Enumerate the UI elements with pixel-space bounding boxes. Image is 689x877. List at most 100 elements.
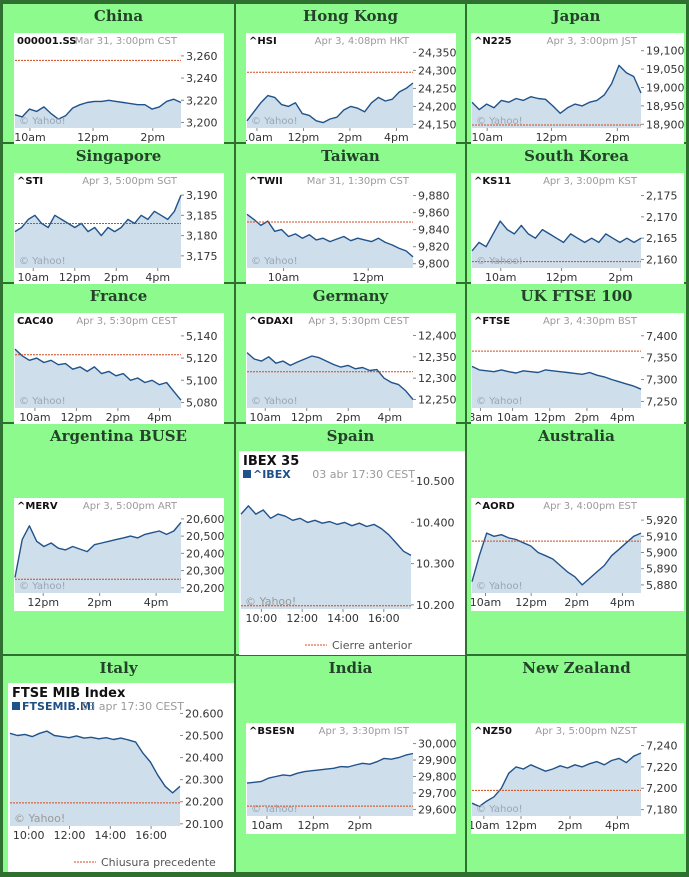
copyright-label: © Yahoo! xyxy=(245,595,296,608)
y-tick-label: 7,300 xyxy=(646,374,678,387)
region-title: South Korea xyxy=(524,147,629,165)
chart-svg: ^KS11 Apr 3, 3:00pm KST 2,175 2,170 2,165 2,1… xyxy=(471,173,684,286)
x-tick-label: 2pm xyxy=(564,596,589,609)
y-tick-label: 3,185 xyxy=(186,209,218,222)
chart-india[interactable]: ^BSESN Apr 3, 3:30pm IST 30,000 29,900 29,80… xyxy=(246,723,456,834)
x-tick-label: 10am xyxy=(251,819,282,832)
copyright-label: © Yahoo! xyxy=(476,581,523,592)
copyright-label: © Yahoo! xyxy=(251,116,298,127)
x-tick-label: 16:00 xyxy=(135,829,167,842)
chart-timestamp: Apr 3, 5:00pm SGT xyxy=(82,176,178,187)
series-line xyxy=(14,98,182,120)
y-tick-label: 3,220 xyxy=(186,94,218,107)
chart-france[interactable]: CAC40 Apr 3, 5:30pm CEST 5,140 5,120 5,100 5,… xyxy=(14,313,224,426)
x-tick-label: 2pm xyxy=(558,819,583,832)
chart-germany[interactable]: ^GDAXI Apr 3, 5:30pm CEST 12,400 12,350 12,3… xyxy=(246,313,456,426)
y-tick-label: 5,100 xyxy=(186,374,218,387)
series-line xyxy=(246,752,414,784)
chart-uk-ftse-100[interactable]: ^FTSE Apr 3, 4:30pm BST 7,400 7,350 7,300 7,2… xyxy=(471,313,684,426)
y-tick-label: 5,140 xyxy=(186,330,218,343)
y-tick-label: 5,910 xyxy=(646,530,678,543)
series-line xyxy=(240,505,412,557)
chart-timestamp: Apr 3, 3:30pm IST xyxy=(319,726,410,737)
legend-label: Chiusura precedente xyxy=(101,856,216,869)
copyright-label: © Yahoo! xyxy=(476,116,523,127)
cell-japan: Japan ^N225 Apr 3, 3:00pm JST 19,100 19,050 1… xyxy=(467,4,686,146)
chart-new-zealand[interactable]: ^NZ50 Apr 3, 5:00pm NZST 7,240 7,220 7,200 7,… xyxy=(471,723,684,834)
chart-italy[interactable]: FTSE MIB Index FTSEMIB.MI 03 apr 17:30 CES… xyxy=(8,683,234,872)
chart-south-korea[interactable]: ^KS11 Apr 3, 3:00pm KST 2,175 2,170 2,165 2,1… xyxy=(471,173,684,286)
x-tick-label: 12pm xyxy=(505,819,537,832)
chart-singapore[interactable]: ^STI Apr 3, 5:00pm SGT 3,190 3,185 3,180 3,17… xyxy=(14,173,224,286)
x-tick-label: 12pm xyxy=(515,596,547,609)
x-tick-label: 12pm xyxy=(61,411,93,424)
x-tick-label: 10am xyxy=(19,411,50,424)
chart-symbol: ^AORD xyxy=(474,501,515,512)
x-tick-label: 4pm xyxy=(605,819,630,832)
y-tick-label: 20,400 xyxy=(186,547,224,560)
y-tick-label: 12,400 xyxy=(418,330,456,343)
region-title: France xyxy=(89,287,148,305)
x-tick-label: 4pm xyxy=(145,271,170,284)
series-area xyxy=(247,83,413,128)
x-tick-label: 2pm xyxy=(608,271,633,284)
y-tick-label: 10.500 xyxy=(416,475,455,488)
chart-spain[interactable]: IBEX 35 ^IBEX 03 abr 17:30 CEST 10.500 10.40… xyxy=(239,451,465,655)
y-tick-label: 20.100 xyxy=(185,818,224,831)
series-line xyxy=(246,213,414,258)
chart-taiwan[interactable]: ^TWII Mar 31, 1:30pm CST 9,880 9,860 9,840 9,… xyxy=(246,173,456,286)
series-area xyxy=(472,65,641,128)
cell-hong-kong: Hong Kong ^HSI Apr 3, 4:08pm HKT 24,350 24,3… xyxy=(236,4,465,146)
y-tick-label: 7,240 xyxy=(646,740,678,753)
y-tick-label: 7,250 xyxy=(646,395,678,408)
chart-symbol: ^MERV xyxy=(17,501,58,512)
chart-svg: ^FTSE Apr 3, 4:30pm BST 7,400 7,350 7,300 7,2… xyxy=(471,313,684,426)
cell-uk-ftse-100: UK FTSE 100 ^FTSE Apr 3, 4:30pm BST 7,400 7,… xyxy=(467,284,686,426)
x-tick-label: 12:00 xyxy=(286,612,318,625)
y-tick-label: 9,880 xyxy=(418,190,450,203)
chart-australia[interactable]: ^AORD Apr 3, 4:00pm EST 5,920 5,910 5,900 5,8… xyxy=(471,498,684,611)
series-area xyxy=(10,731,180,826)
chart-svg: ^GDAXI Apr 3, 5:30pm CEST 12,400 12,350 12,3… xyxy=(246,313,456,426)
x-tick-label: 10am xyxy=(268,271,299,284)
cell-singapore: Singapore ^STI Apr 3, 5:00pm SGT 3,190 3,185… xyxy=(3,144,234,286)
region-title: Italy xyxy=(99,659,138,677)
chart-symbol: ^TWII xyxy=(249,176,283,187)
x-tick-label: 12pm xyxy=(534,411,566,424)
copyright-label: © Yahoo! xyxy=(251,256,298,267)
x-tick-label: 14:00 xyxy=(94,829,126,842)
series-line xyxy=(14,348,182,401)
x-tick-label: 12pm xyxy=(291,411,323,424)
cell-taiwan: Taiwan ^TWII Mar 31, 1:30pm CST 9,880 9,860 9… xyxy=(236,144,465,286)
y-tick-label: 24,300 xyxy=(418,64,456,77)
x-tick-label: 12pm xyxy=(352,271,384,284)
chart-argentina-buse[interactable]: ^MERV Apr 3, 5:00pm ART 20,600 20,500 20,400… xyxy=(14,498,224,611)
chart-svg: ^NZ50 Apr 3, 5:00pm NZST 7,240 7,220 7,200 7,… xyxy=(471,723,684,834)
x-tick-label: 2pm xyxy=(104,271,129,284)
y-tick-label: 24,150 xyxy=(418,118,456,131)
chart-japan[interactable]: ^N225 Apr 3, 3:00pm JST 19,100 19,050 19,000… xyxy=(471,33,684,146)
chart-timestamp: Apr 3, 5:00pm NZST xyxy=(535,726,638,737)
y-tick-label: 7,400 xyxy=(646,330,678,343)
x-tick-label: 12pm xyxy=(27,596,59,609)
y-tick-label: 5,880 xyxy=(646,579,678,592)
x-tick-label: 12pm xyxy=(77,131,109,144)
series-area xyxy=(472,366,641,408)
chart-hong-kong[interactable]: ^HSI Apr 3, 4:08pm HKT 24,350 24,300 24,250 2… xyxy=(246,33,456,146)
series-area xyxy=(15,522,181,593)
x-tick-label: 2pm xyxy=(605,131,630,144)
region-title: Japan xyxy=(552,7,601,25)
series-area xyxy=(247,214,413,268)
x-tick-label: 2pm xyxy=(106,411,131,424)
x-tick-label: 8am xyxy=(471,411,493,424)
chart-china[interactable]: 000001.SS Mar 31, 3:00pm CST 3,260 3,240 3,2… xyxy=(14,33,224,146)
chart-svg: ^N225 Apr 3, 3:00pm JST 19,100 19,050 19,000… xyxy=(471,33,684,146)
series-area xyxy=(472,221,641,268)
y-tick-label: 2,160 xyxy=(646,253,678,266)
x-tick-label: 12pm xyxy=(288,131,320,144)
y-tick-label: 3,200 xyxy=(186,116,218,129)
series-swatch xyxy=(243,470,251,478)
series-line xyxy=(246,352,414,400)
